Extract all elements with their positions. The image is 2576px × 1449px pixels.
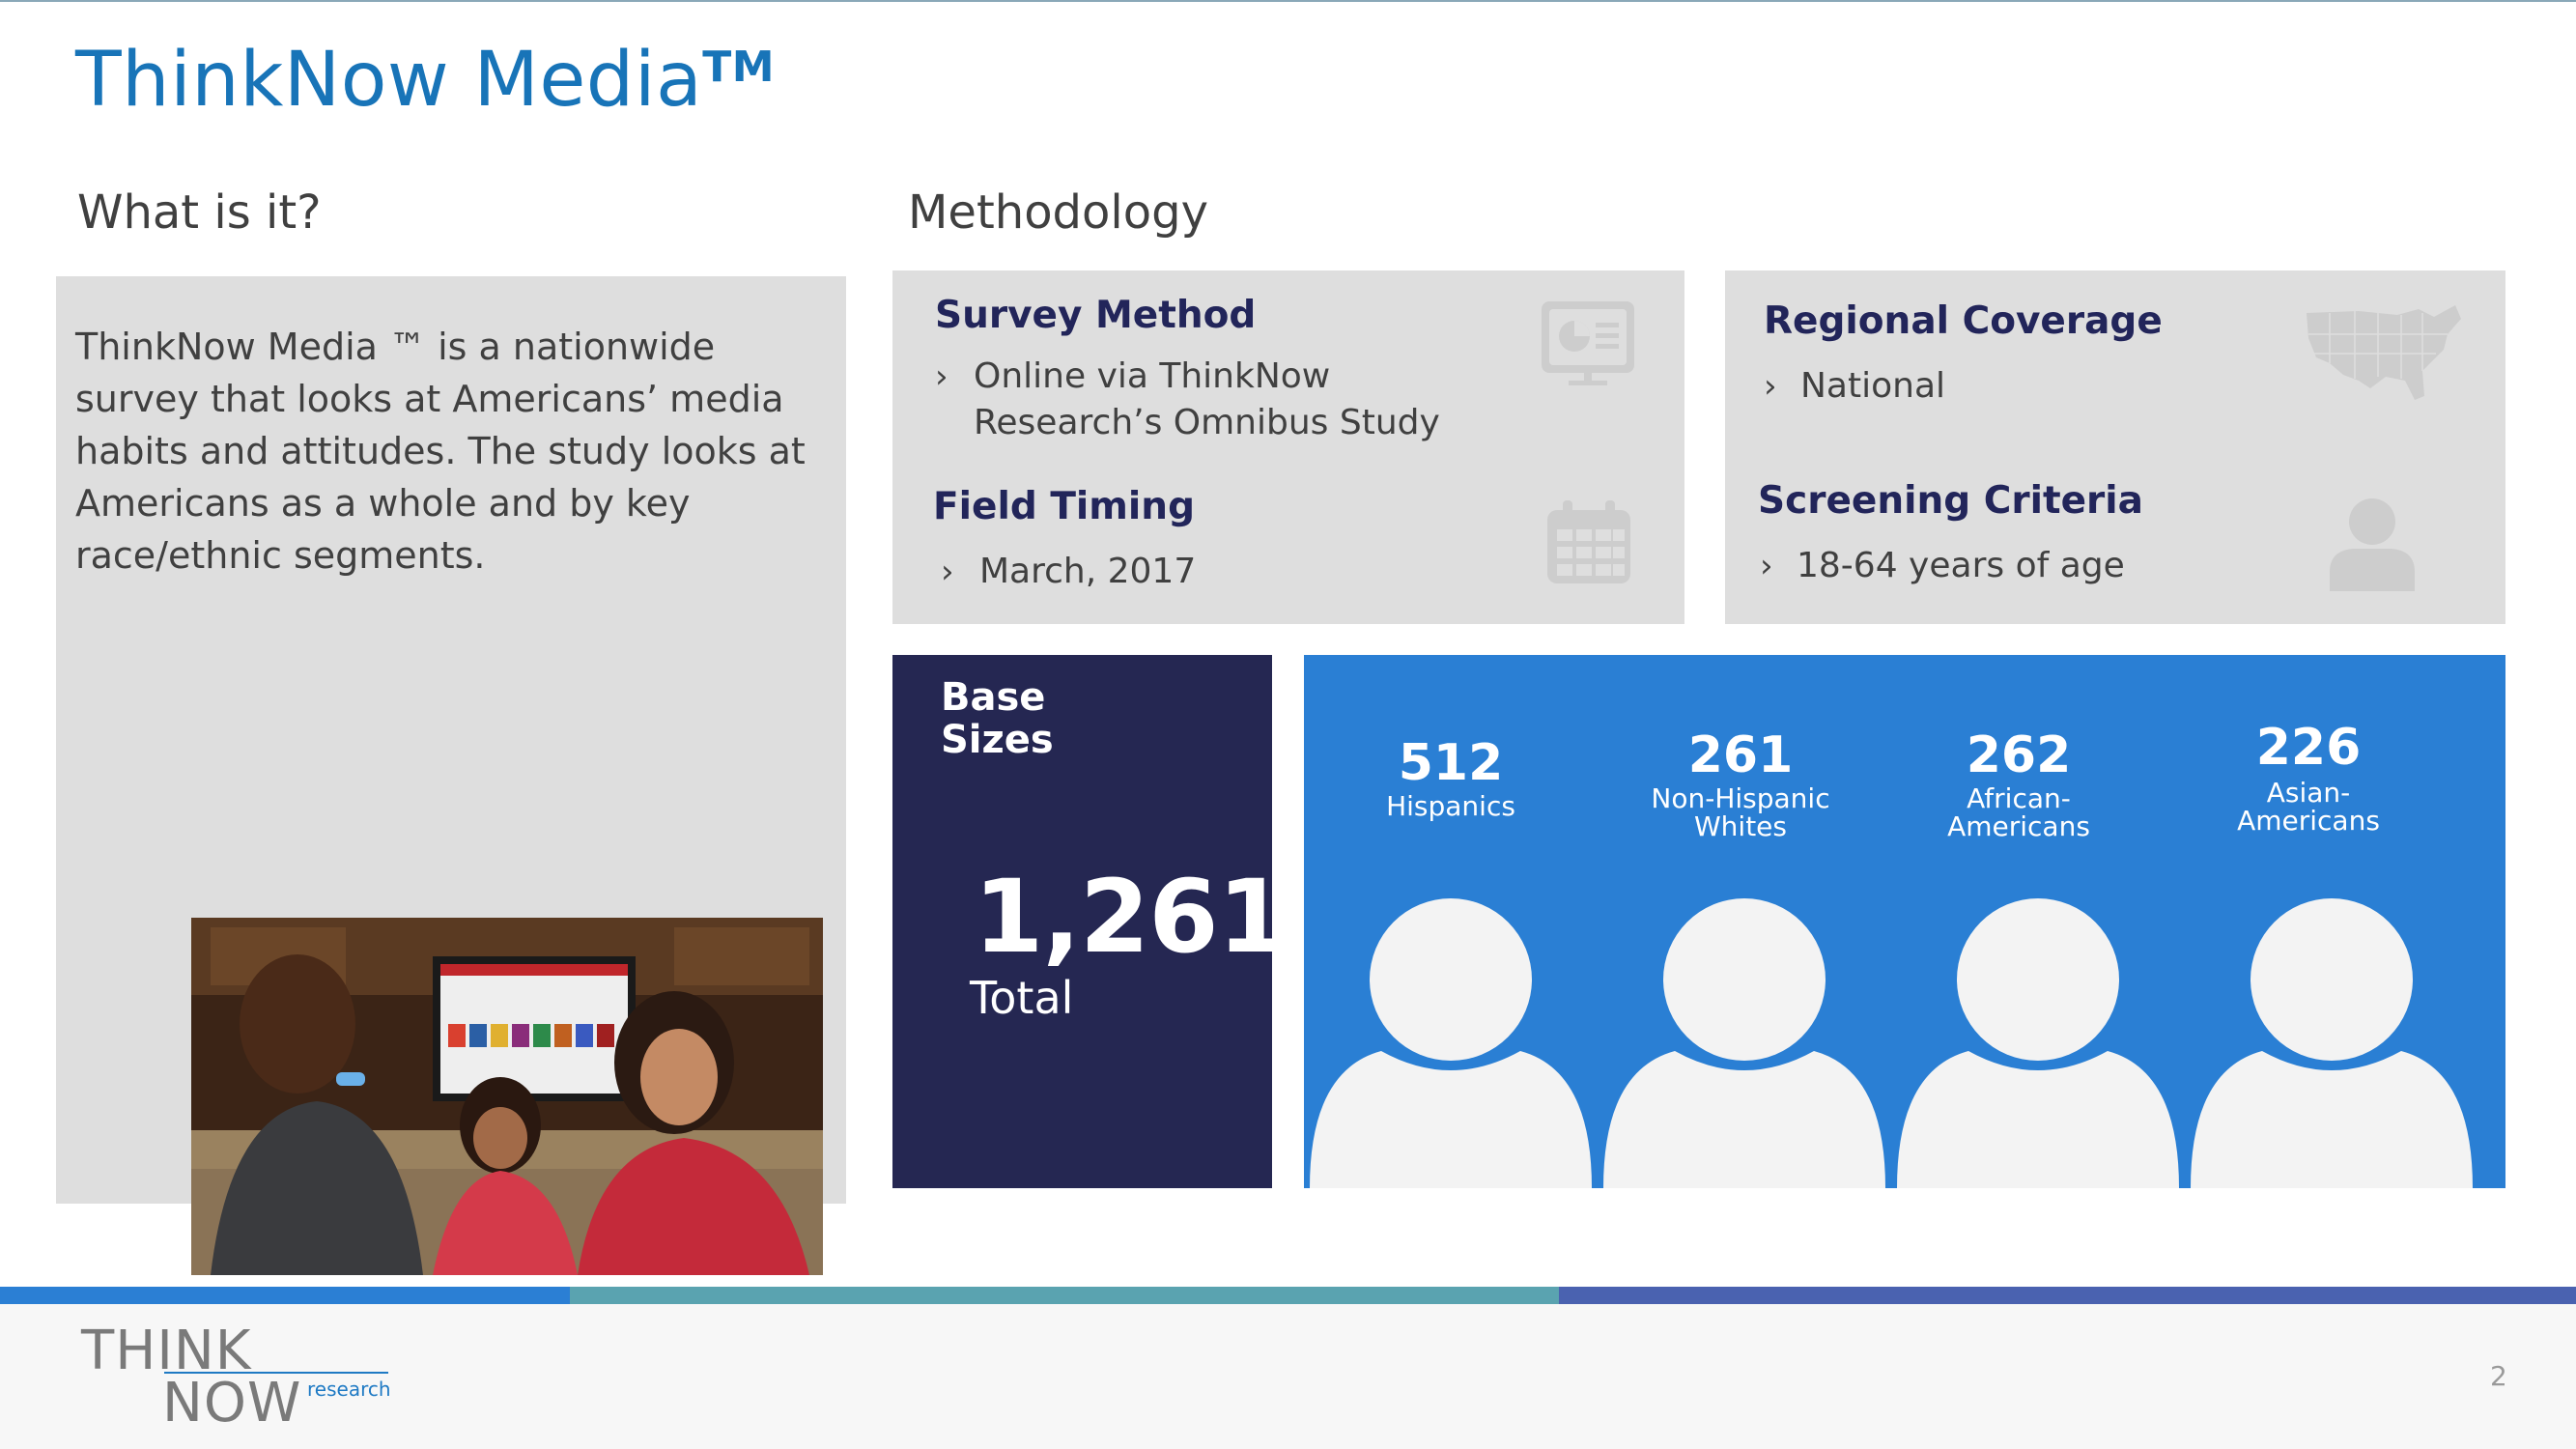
survey-method-bullet: Online via ThinkNow Research’s Omnibus S…	[974, 356, 1440, 442]
field-timing-title: Field Timing	[933, 485, 1195, 528]
segments-panel: 512 Hispanics 261 Non-Hispanic Whites 26…	[1304, 655, 2505, 1188]
page-number: 2	[2490, 1360, 2507, 1392]
footer	[0, 1304, 2576, 1449]
footer-bar-blue	[0, 1287, 570, 1304]
segment-label-asian-americans: Asian-Americans	[2237, 777, 2380, 837]
field-timing-bullet: March, 2017	[979, 552, 1197, 591]
presentation-icon	[1540, 299, 1636, 390]
top-rule	[0, 0, 2576, 2]
segment-label-non-hispanic-whites: Non-Hispanic Whites	[1651, 782, 1830, 842]
what-panel: ThinkNow Media ™ is a nationwide survey …	[56, 276, 846, 1275]
trademark-mark: TM	[702, 43, 776, 92]
base-sizes-label: Base Sizes	[941, 675, 1054, 762]
chevron-right-icon: ›	[935, 357, 948, 396]
total-label: Total	[970, 972, 1074, 1024]
base-sizes-panel: Base Sizes 1,261 Total	[892, 655, 1288, 1188]
footer-bar-teal	[570, 1287, 1559, 1304]
methodology-right-panel: Regional Coverage › National Screening C…	[1725, 270, 2505, 624]
chevron-right-icon: ›	[941, 553, 954, 591]
person-icon	[2324, 495, 2420, 595]
calendar-icon	[1545, 498, 1632, 589]
chevron-right-icon: ›	[1764, 367, 1777, 406]
total-value: 1,261	[974, 858, 1288, 976]
us-map-icon	[2301, 299, 2465, 410]
logo-now: NOW	[162, 1372, 302, 1435]
regional-coverage-bullet: National	[1800, 366, 1946, 406]
description-text: ThinkNow Media ™ is a nationwide survey …	[75, 326, 806, 577]
screening-criteria-bullet: 18-64 years of age	[1797, 546, 2125, 585]
segment-value-non-hispanic-whites: 261	[1687, 726, 1794, 784]
family-watching-tv-photo	[191, 918, 823, 1275]
person-silhouettes	[1310, 898, 2473, 1188]
footer-bar-indigo	[1559, 1287, 2576, 1304]
screening-criteria-title: Screening Criteria	[1758, 479, 2143, 523]
segment-label-hispanics: Hispanics	[1386, 790, 1515, 822]
logo-research: research	[307, 1378, 391, 1401]
methodology-left-panel: Survey Method › Online via ThinkNow Rese…	[892, 270, 1684, 624]
methodology-heading: Methodology	[908, 185, 1208, 240]
regional-coverage-title: Regional Coverage	[1764, 299, 2163, 343]
segment-value-asian-americans: 226	[2255, 719, 2362, 777]
segment-value-african-americans: 262	[1966, 726, 2072, 784]
logo-underline	[164, 1372, 388, 1374]
segment-value-hispanics: 512	[1398, 734, 1504, 792]
segment-label-african-americans: African-Americans	[1947, 782, 2090, 842]
what-heading: What is it?	[77, 185, 322, 240]
slide-title: ThinkNow MediaTM	[75, 37, 776, 124]
survey-method-title: Survey Method	[935, 294, 1257, 337]
chevron-right-icon: ›	[1760, 547, 1773, 585]
